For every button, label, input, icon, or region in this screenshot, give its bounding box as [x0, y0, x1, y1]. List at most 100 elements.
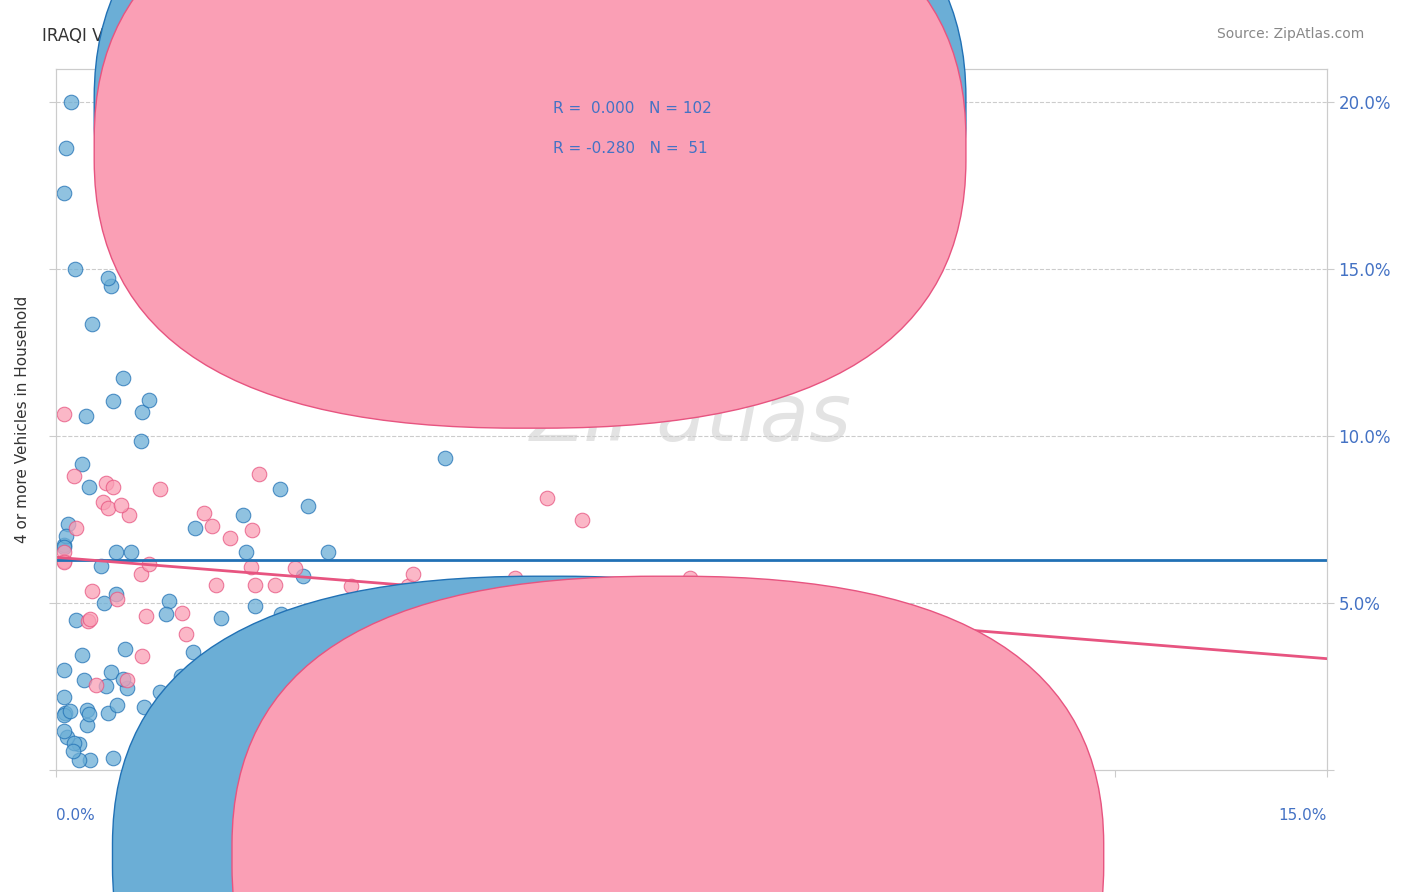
Point [291, 568, 314, 582]
Point [264, 578, 287, 592]
Point [53, 540, 76, 554]
Point [70, 648, 93, 662]
Text: 0.0%: 0.0% [56, 808, 94, 823]
Text: Immigrants from Cabo Verde: Immigrants from Cabo Verde [690, 848, 911, 863]
Point [316, 545, 339, 559]
Text: Iraqis: Iraqis [571, 848, 613, 863]
Point [115, 673, 138, 688]
Point [232, 724, 254, 739]
Point [247, 467, 270, 481]
Point [148, 269, 170, 284]
Point [165, 244, 187, 259]
Point [201, 519, 224, 533]
Point [301, 624, 323, 638]
Point [205, 578, 228, 592]
Point [73, 673, 96, 688]
Text: ZIPatlas: ZIPatlas [530, 380, 852, 458]
Text: Source: ZipAtlas.com: Source: ZipAtlas.com [1216, 27, 1364, 41]
Point [84, 678, 107, 692]
Point [172, 606, 194, 620]
Point [63, 736, 86, 750]
Point [101, 393, 124, 408]
Point [110, 499, 132, 513]
Point [347, 202, 370, 216]
Point [662, 622, 685, 636]
Point [157, 289, 180, 303]
Point [63, 262, 86, 277]
Text: R = -0.280   N =  51: R = -0.280 N = 51 [553, 142, 707, 156]
Point [155, 607, 177, 622]
Point [235, 545, 257, 559]
Point [82, 318, 104, 332]
Point [79, 612, 101, 626]
Point [120, 545, 142, 559]
Point [60, 95, 83, 109]
Point [53, 554, 76, 568]
Point [76, 718, 98, 732]
Point [97, 271, 120, 285]
Text: 15.0%: 15.0% [1278, 808, 1327, 823]
Point [277, 644, 299, 658]
Point [53, 186, 76, 201]
Point [200, 702, 222, 716]
Point [411, 753, 433, 767]
Point [75, 409, 97, 424]
Point [238, 636, 260, 650]
Point [619, 610, 641, 624]
Point [117, 681, 139, 695]
Point [138, 558, 160, 572]
Point [62, 743, 84, 757]
Point [142, 268, 165, 283]
Point [558, 604, 581, 618]
Point [314, 742, 336, 756]
Point [433, 451, 456, 466]
Point [67, 753, 90, 767]
Point [163, 718, 186, 732]
Point [194, 307, 217, 321]
Point [188, 680, 211, 694]
Point [114, 641, 136, 656]
Point [105, 591, 128, 606]
Point [100, 665, 122, 679]
Point [503, 571, 526, 585]
Point [377, 741, 399, 756]
Point [149, 685, 172, 699]
Point [187, 735, 209, 749]
Point [76, 703, 98, 717]
Point [67, 737, 90, 751]
Point [118, 508, 141, 523]
Point [100, 278, 122, 293]
Point [184, 700, 207, 714]
Point [53, 708, 76, 723]
Point [77, 480, 100, 494]
Point [181, 645, 204, 659]
Y-axis label: 4 or more Vehicles in Household: 4 or more Vehicles in Household [15, 295, 30, 542]
Point [79, 706, 101, 721]
Point [498, 678, 520, 692]
Point [63, 468, 86, 483]
Point [53, 663, 76, 677]
Point [302, 721, 325, 735]
Point [679, 571, 702, 585]
Point [243, 599, 266, 613]
Point [59, 704, 82, 718]
Point [271, 616, 294, 631]
Point [270, 607, 292, 621]
Point [245, 578, 267, 592]
Point [135, 608, 157, 623]
Point [90, 558, 112, 573]
Point [402, 567, 425, 582]
Point [138, 392, 160, 407]
Point [104, 545, 127, 559]
Point [53, 724, 76, 739]
Point [80, 584, 103, 599]
Point [245, 245, 267, 260]
Point [503, 608, 526, 623]
Point [131, 649, 153, 664]
Point [242, 523, 264, 537]
Point [193, 507, 215, 521]
Point [101, 479, 124, 493]
Point [183, 520, 205, 534]
Text: R =  0.000   N = 102: R = 0.000 N = 102 [553, 102, 711, 116]
Point [340, 579, 363, 593]
